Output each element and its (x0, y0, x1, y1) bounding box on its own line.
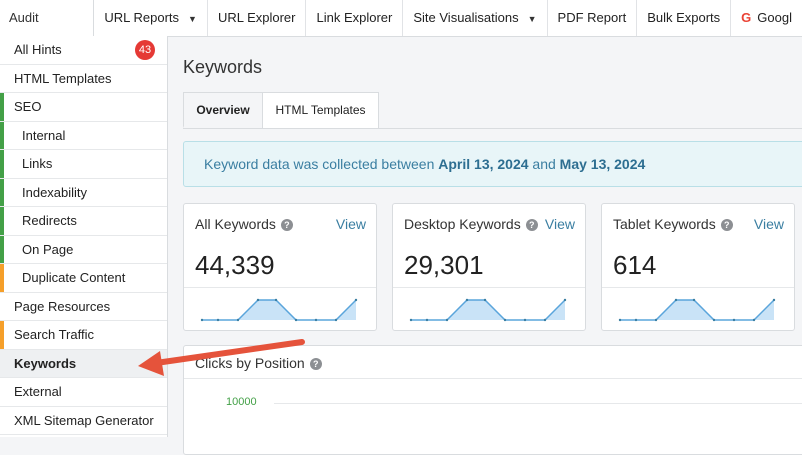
panel-title-text: Clicks by Position (195, 355, 305, 371)
sidebar-item-label: Page Resources (14, 298, 111, 314)
divider (184, 287, 376, 288)
nav-label: Site Visualisations (413, 10, 519, 25)
nav-label: URL Reports (104, 10, 180, 25)
sidebar-item-label: Keywords (14, 355, 77, 371)
nav-bulk-exports[interactable]: Bulk Exports (637, 0, 732, 36)
card-title-text: All Keywords (195, 216, 276, 232)
help-icon[interactable]: ? (309, 358, 322, 370)
view-link[interactable]: View (544, 216, 575, 232)
divider (602, 287, 794, 288)
sidebar-item-label: Redirects (22, 213, 77, 228)
sidebar-item-label: SEO (14, 99, 42, 114)
nav-label: Link Explorer (316, 10, 393, 25)
sidebar-item-external[interactable]: External (0, 378, 167, 407)
sidebar: All Hints 43 HTML Templates SEO Internal… (0, 36, 168, 437)
nav-label: PDF Report (557, 10, 627, 25)
sidebar-item-page-resources[interactable]: Page Resources (0, 293, 167, 321)
sidebar-item-indexability[interactable]: Indexability (0, 178, 167, 207)
help-icon[interactable]: ? (720, 219, 733, 231)
audit-overview-link[interactable]: Audit Overview (0, 0, 95, 61)
sidebar-item-links[interactable]: Links (0, 150, 167, 179)
sparkline (200, 298, 358, 322)
sidebar-item-label: Duplicate Content (22, 270, 126, 285)
info-and: and (532, 156, 556, 172)
gridline (274, 403, 802, 404)
sparkline (409, 298, 567, 322)
sidebar-item-label: HTML Templates (14, 70, 112, 86)
sidebar-item-on-page[interactable]: On Page (0, 235, 167, 264)
sidebar-item-label: Internal (22, 127, 66, 143)
card-title-text: Desktop Keywords (404, 216, 521, 232)
sidebar-item-redirects[interactable]: Redirects (0, 207, 167, 236)
hints-count-badge: 43 (135, 40, 155, 60)
card-value: 614 (613, 250, 657, 280)
nav-menu: URL Reports ▼ URL Explorer Link Explorer … (94, 0, 802, 36)
sidebar-item-label: On Page (22, 241, 74, 257)
nav-url-reports[interactable]: URL Reports ▼ (94, 0, 208, 36)
help-icon[interactable]: ? (525, 219, 538, 231)
sidebar-item-label: All Hints (14, 42, 62, 57)
caret-down-icon: ▼ (188, 14, 197, 24)
info-prefix: Keyword data was collected between (204, 156, 435, 172)
tab-bar: Overview HTML Templates (183, 92, 802, 129)
card-desktop-keywords: Desktop Keywords? View 29,301 (392, 203, 586, 331)
tab-html-templates[interactable]: HTML Templates (262, 92, 379, 128)
google-icon: G (741, 10, 752, 25)
sidebar-item-duplicate-content[interactable]: Duplicate Content (0, 264, 167, 293)
nav-link-explorer[interactable]: Link Explorer (306, 0, 404, 36)
nav-label: URL Explorer (217, 10, 296, 25)
caret-down-icon: ▼ (527, 14, 537, 24)
sidebar-item-xml-sitemap-generator[interactable]: XML Sitemap Generator (0, 407, 167, 435)
annotation-arrow-icon (138, 339, 305, 376)
sidebar-item-internal[interactable]: Internal (0, 121, 167, 150)
divider (393, 287, 585, 288)
sidebar-item-all-hints[interactable]: All Hints 43 (0, 36, 167, 65)
axis-tick-label: 10000 (226, 396, 257, 408)
sidebar-item-label: Indexability (22, 184, 88, 200)
nav-site-visualisations[interactable]: Site Visualisations ▼ (403, 0, 548, 36)
nav-google[interactable]: G Googl (731, 0, 802, 36)
nav-label: Bulk Exports (647, 10, 721, 25)
card-title: Tablet Keywords? (613, 216, 733, 232)
card-header: Tablet Keywords? View (602, 204, 794, 244)
info-start-date: April 13, 2024 (438, 156, 529, 172)
view-link[interactable]: View (335, 216, 366, 232)
nav-url-explorer[interactable]: URL Explorer (208, 0, 307, 36)
help-icon[interactable]: ? (280, 219, 293, 231)
sidebar-item-label: XML Sitemap Generator (14, 412, 154, 428)
divider (184, 378, 802, 379)
card-title-text: Tablet Keywords (613, 216, 716, 232)
sidebar-item-html-templates[interactable]: HTML Templates (0, 65, 167, 93)
card-title: All Keywords? (195, 216, 293, 232)
panel-title: Clicks by Position? (195, 355, 322, 371)
sidebar-item-search-traffic[interactable]: Search Traffic (0, 321, 167, 350)
info-end-date: May 13, 2024 (559, 156, 646, 172)
view-link[interactable]: View (753, 216, 784, 232)
card-header: Desktop Keywords? View (393, 204, 585, 244)
date-range-info: Keyword data was collected between April… (183, 141, 802, 187)
card-tablet-keywords: Tablet Keywords? View 614 (601, 203, 795, 331)
card-value: 29,301 (404, 250, 484, 280)
sidebar-item-label: Search Traffic (14, 327, 94, 342)
nav-pdf-report[interactable]: PDF Report (548, 0, 638, 36)
page-title: Keywords (183, 57, 263, 77)
card-value: 44,339 (195, 250, 275, 280)
card-title: Desktop Keywords? (404, 216, 538, 232)
card-all-keywords: All Keywords? View 44,339 (183, 203, 377, 331)
nav-label: Googl (757, 10, 792, 25)
sidebar-item-label: External (14, 384, 62, 399)
tab-overview[interactable]: Overview (183, 92, 263, 128)
sidebar-item-seo[interactable]: SEO (0, 93, 167, 122)
card-header: All Keywords? View (184, 204, 376, 244)
sparkline (618, 298, 776, 322)
top-navigation: Audit Overview URL Reports ▼ URL Explorer… (0, 0, 802, 61)
sidebar-item-keywords[interactable]: Keywords (0, 349, 167, 378)
sidebar-item-label: Links (22, 156, 53, 171)
